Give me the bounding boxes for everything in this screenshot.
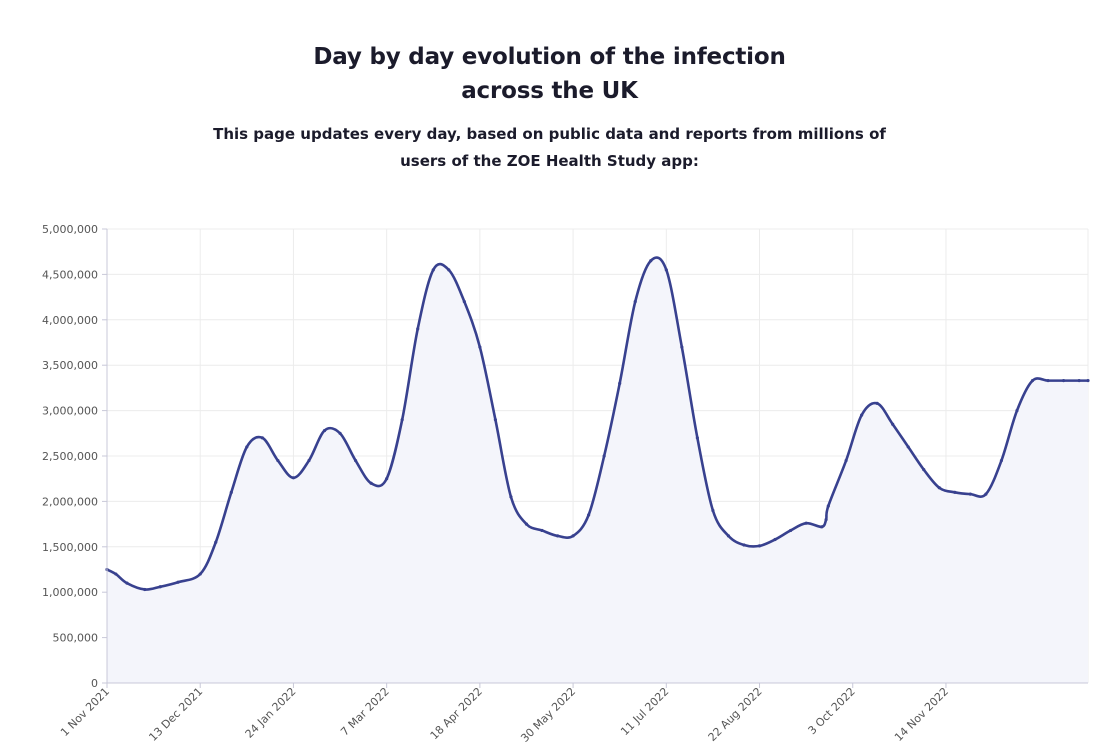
- data-point: [276, 458, 280, 463]
- data-point: [462, 300, 466, 304]
- x-tick-label: 14 Nov 2022: [892, 685, 951, 744]
- data-point: [260, 436, 264, 440]
- x-tick-label: 1 Nov 2021: [58, 685, 112, 739]
- data-point: [1046, 379, 1050, 383]
- data-point: [875, 401, 879, 405]
- data-point: [1030, 379, 1035, 383]
- data-point: [618, 381, 622, 385]
- data-point: [540, 528, 544, 533]
- data-point: [860, 413, 864, 417]
- y-tick-label: 4,000,000: [42, 314, 98, 327]
- data-point: [788, 528, 793, 533]
- data-point: [158, 585, 162, 589]
- x-tick-label: 13 Dec 2021: [146, 685, 205, 744]
- page-subtitle-line-1: This page updates every day, based on pu…: [213, 125, 886, 143]
- data-point: [478, 345, 482, 349]
- data-point: [176, 580, 180, 584]
- data-point: [649, 259, 653, 263]
- y-tick-label: 2,000,000: [42, 495, 98, 508]
- data-point: [338, 431, 342, 435]
- data-point: [773, 537, 777, 542]
- data-point: [953, 490, 957, 494]
- page-subtitle-line-2: users of the ZOE Health Study app:: [400, 152, 699, 170]
- data-point: [1077, 379, 1081, 383]
- data-point: [493, 418, 498, 422]
- data-point: [922, 468, 926, 472]
- data-point: [125, 581, 129, 585]
- y-tick-label: 500,000: [53, 632, 99, 645]
- y-tick-label: 3,000,000: [42, 405, 98, 418]
- y-tick-label: 5,000,000: [42, 223, 98, 236]
- data-point: [353, 458, 358, 463]
- data-point: [999, 458, 1004, 463]
- data-point: [214, 540, 218, 544]
- data-point: [804, 521, 808, 525]
- data-point: [509, 495, 513, 499]
- x-tick-label: 24 Jan 2022: [243, 685, 299, 741]
- x-tick-label: 7 Mar 2022: [338, 685, 392, 739]
- data-point: [400, 418, 404, 422]
- x-tick-label: 3 Oct 2022: [806, 685, 858, 737]
- data-point: [602, 454, 606, 458]
- x-axis-ticks: 1 Nov 2021 13 Dec 2021 24 Jan 2022 7 Mar 20…: [58, 685, 951, 745]
- data-point: [711, 508, 715, 513]
- x-tick-label: 22 Aug 2022: [706, 685, 765, 744]
- data-point: [695, 436, 699, 440]
- data-point: [984, 492, 988, 496]
- series-area-fill: [107, 257, 1088, 683]
- page-title-line-2: across the UK: [461, 78, 638, 104]
- data-point: [891, 422, 895, 426]
- data-point: [968, 492, 972, 496]
- data-point: [824, 517, 828, 522]
- data-point: [114, 572, 118, 576]
- y-tick-label: 0: [91, 677, 98, 690]
- y-tick-label: 1,000,000: [42, 586, 98, 599]
- data-point: [385, 477, 389, 481]
- data-point: [906, 445, 910, 449]
- data-point: [416, 327, 420, 331]
- data-point: [322, 428, 327, 433]
- data-point: [229, 490, 233, 494]
- chart-axes: [102, 228, 1088, 688]
- data-point: [571, 534, 575, 538]
- y-tick-label: 4,500,000: [42, 268, 98, 281]
- x-tick-label: 11 Jul 2022: [618, 685, 671, 738]
- data-point: [291, 476, 296, 480]
- data-point: [198, 572, 202, 576]
- x-tick-label: 18 Apr 2022: [428, 685, 485, 742]
- data-point: [826, 504, 830, 508]
- data-point: [524, 522, 529, 526]
- data-point: [757, 544, 762, 548]
- data-point: [664, 268, 668, 272]
- chart-area: [105, 256, 1090, 683]
- data-point: [431, 268, 435, 272]
- data-point: [726, 534, 731, 538]
- data-point: [680, 345, 684, 349]
- data-point: [307, 458, 311, 463]
- data-point: [245, 445, 249, 449]
- data-point: [369, 481, 373, 485]
- data-point: [447, 268, 451, 272]
- y-tick-label: 1,500,000: [42, 541, 98, 554]
- data-point: [143, 587, 147, 592]
- y-axis-ticks: 0 500,000 1,000,000 1,500,000 2,000,000 2,500…: [42, 223, 98, 690]
- y-tick-label: 2,500,000: [42, 450, 98, 463]
- data-point: [633, 300, 637, 304]
- data-point: [820, 525, 824, 529]
- data-point: [844, 458, 848, 463]
- data-point: [1061, 379, 1066, 383]
- data-point: [1086, 379, 1090, 383]
- y-tick-label: 3,500,000: [42, 359, 98, 372]
- data-point: [1015, 409, 1019, 413]
- x-tick-label: 30 May 2022: [518, 685, 578, 745]
- data-point: [587, 513, 591, 517]
- data-point: [937, 486, 941, 490]
- data-point: [742, 543, 746, 547]
- page-title-line-1: Day by day evolution of the infection: [313, 44, 786, 70]
- data-point: [555, 534, 560, 538]
